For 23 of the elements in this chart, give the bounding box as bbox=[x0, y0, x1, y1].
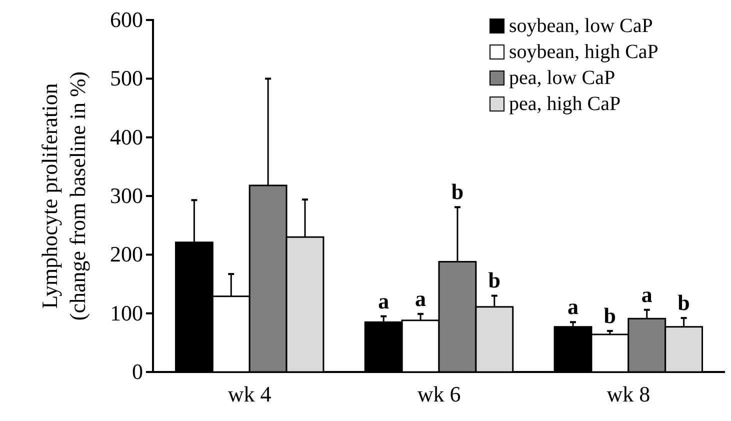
legend-label: pea, high CaP bbox=[509, 93, 621, 115]
annotation: b bbox=[451, 179, 464, 204]
annotation: a bbox=[641, 282, 652, 307]
y-tick-label: 400 bbox=[110, 124, 143, 150]
y-tick-label: 300 bbox=[110, 183, 143, 208]
annotation: a bbox=[568, 294, 579, 320]
legend-label: soybean, high CaP bbox=[509, 41, 658, 63]
y-tick-label: 0 bbox=[132, 359, 143, 384]
annotation: a bbox=[378, 288, 390, 314]
x-tick-label: wk 6 bbox=[417, 382, 461, 407]
annotation: b bbox=[488, 268, 501, 293]
y-tick-label: 100 bbox=[110, 300, 143, 326]
annotation: a bbox=[415, 286, 426, 311]
annotation: b bbox=[604, 302, 616, 328]
y-tick-label: 200 bbox=[110, 242, 143, 267]
x-tick-label: wk 8 bbox=[606, 382, 650, 407]
legend-label: soybean, low CaP bbox=[509, 15, 653, 37]
x-tick-label: wk 4 bbox=[228, 382, 272, 407]
y-tick-label: 600 bbox=[110, 7, 143, 32]
annotation: b bbox=[678, 290, 690, 316]
y-axis-title: Lymphocyte proliferation (change from baseline in %) bbox=[37, 71, 90, 321]
legend-label: pea, low CaP bbox=[509, 67, 616, 89]
y-tick-label: 500 bbox=[110, 66, 143, 91]
